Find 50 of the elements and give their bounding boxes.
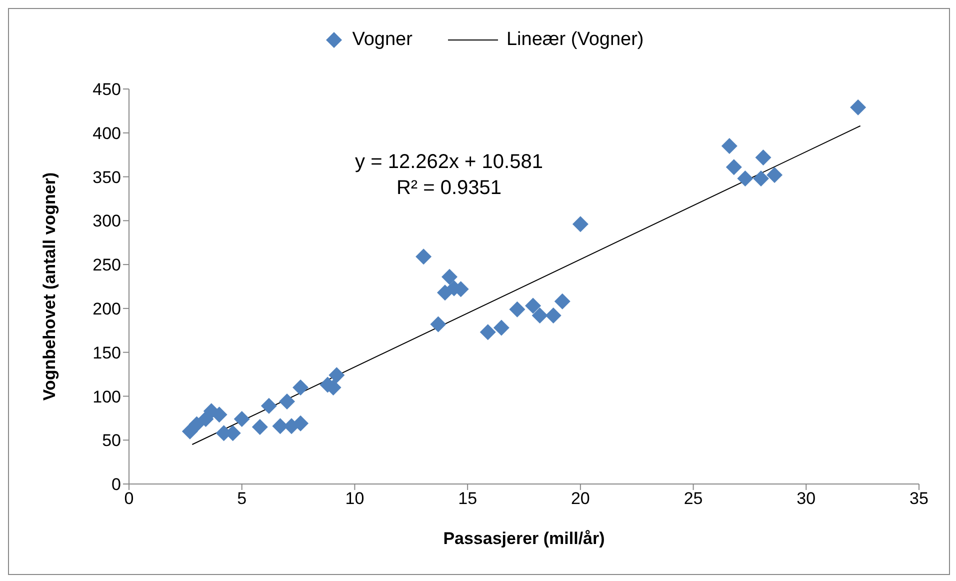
x-tick-label: 35 — [910, 489, 928, 508]
point — [572, 216, 588, 232]
point — [480, 324, 496, 340]
point — [279, 393, 295, 410]
y-tick-label: 250 — [92, 256, 121, 275]
y-tick-label: 50 — [102, 431, 121, 450]
y-tick-label: 450 — [92, 80, 121, 100]
x-tick-label: 10 — [345, 489, 364, 508]
y-tick-label: 0 — [112, 475, 121, 494]
point — [509, 301, 526, 318]
y-tick-label: 150 — [92, 343, 121, 362]
x-tick-label: 15 — [458, 489, 478, 508]
point — [753, 170, 769, 187]
point — [525, 298, 542, 314]
x-axis-title: Passasjerer (mill/år) — [443, 529, 605, 548]
y-tick-label: 350 — [92, 168, 121, 187]
point — [755, 149, 772, 166]
point — [188, 416, 205, 432]
x-tick-label: 20 — [570, 489, 590, 508]
point — [554, 293, 570, 310]
point — [416, 248, 432, 265]
point — [292, 415, 309, 432]
x-tick-label: 25 — [684, 489, 703, 508]
point — [737, 170, 754, 187]
annotation: y = 12.262x + 10.581 — [354, 150, 544, 175]
point — [850, 99, 866, 116]
point — [532, 307, 548, 324]
y-tick-label: 400 — [92, 124, 121, 143]
y-tick-label: 300 — [92, 212, 121, 231]
y-axis-title: Vognbehovet (antall vogner) — [40, 172, 60, 401]
point — [493, 320, 510, 336]
annotation: R² = 0.9351 — [395, 176, 503, 201]
point — [726, 159, 742, 176]
point — [545, 307, 562, 324]
legend-label: Vogner — [352, 29, 412, 51]
point — [252, 418, 268, 435]
point — [234, 411, 250, 428]
legend-label: Lineær (Vogner) — [506, 29, 644, 51]
point — [721, 138, 738, 154]
point — [766, 167, 783, 184]
x-tick-label: 5 — [237, 489, 247, 508]
y-tick-label: 100 — [92, 387, 121, 406]
x-tick-label: 0 — [124, 489, 134, 508]
point — [328, 367, 345, 384]
x-tick-label: 30 — [796, 489, 816, 508]
point — [430, 316, 446, 332]
point — [260, 398, 277, 414]
y-tick-label: 200 — [92, 299, 121, 318]
point — [292, 379, 309, 396]
point — [442, 268, 458, 285]
